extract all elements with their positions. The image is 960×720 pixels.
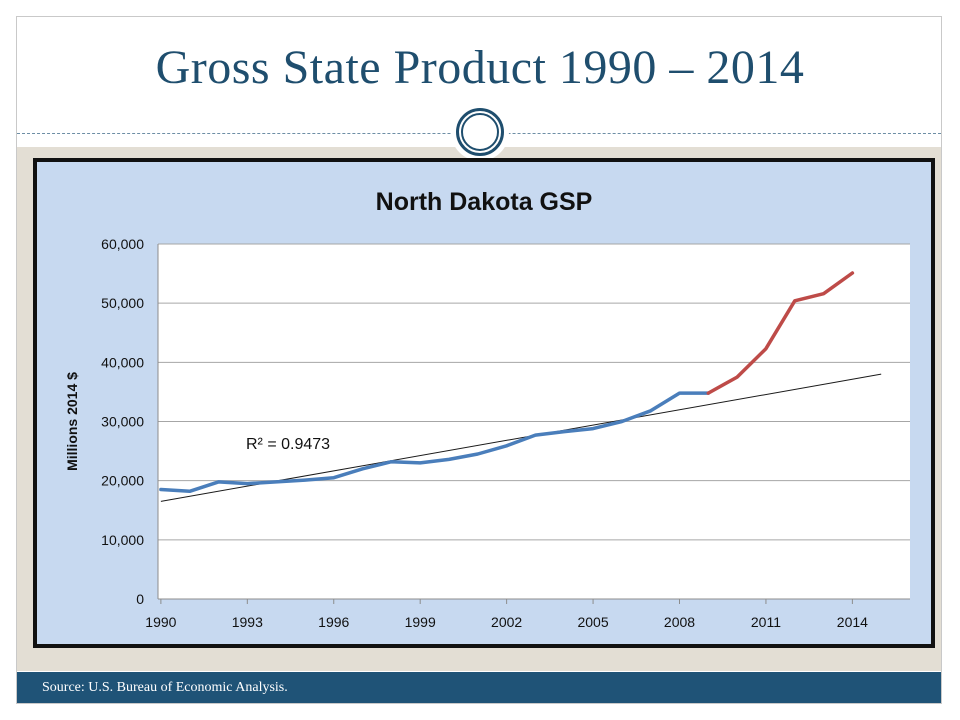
y-tick-label: 60,000 xyxy=(101,236,144,252)
series-line-recent xyxy=(706,271,855,395)
y-axis-ticks: 0 10,000 20,000 30,000 40,000 50,000 60,000 xyxy=(101,236,144,607)
source-note: Source: U.S. Bureau of Economic Analysis… xyxy=(42,680,288,695)
x-axis-ticks: 1990 1993 1996 1999 2002 2005 2008 2011 2014 xyxy=(145,599,868,630)
gsp-line-chart: North Dakota GSP 0 10,000 20,000 30,000 40,0… xyxy=(64,188,910,630)
chart-title: North Dakota GSP xyxy=(376,188,593,216)
slide-title: Gross State Product 1990 – 2014 xyxy=(155,41,805,94)
ring-inner-icon xyxy=(461,113,499,151)
chart-container: North Dakota GSP 0 10,000 20,000 30,000 40,0… xyxy=(33,158,935,648)
y-tick-label: 30,000 xyxy=(101,414,144,430)
series-group xyxy=(159,271,882,502)
x-tick-label: 2014 xyxy=(837,614,868,630)
trendline-r2-label: R² = 0.9473 xyxy=(246,436,330,453)
series-line-historical xyxy=(159,391,711,494)
y-tick-label: 10,000 xyxy=(101,532,144,548)
y-axis-label: Millions 2014 $ xyxy=(64,372,80,471)
footer-bar xyxy=(17,672,941,703)
x-tick-label: 1996 xyxy=(318,614,349,630)
x-tick-label: 2008 xyxy=(664,614,695,630)
y-tick-label: 20,000 xyxy=(101,473,144,489)
y-tick-label: 40,000 xyxy=(101,354,144,370)
y-tick-label: 0 xyxy=(136,591,144,607)
y-tick-label: 50,000 xyxy=(101,295,144,311)
x-tick-label: 1999 xyxy=(405,614,436,630)
x-tick-label: 1993 xyxy=(232,614,263,630)
x-tick-label: 1990 xyxy=(145,614,176,630)
x-tick-label: 2002 xyxy=(491,614,522,630)
x-tick-label: 2011 xyxy=(751,614,781,630)
x-tick-label: 2005 xyxy=(577,614,608,630)
